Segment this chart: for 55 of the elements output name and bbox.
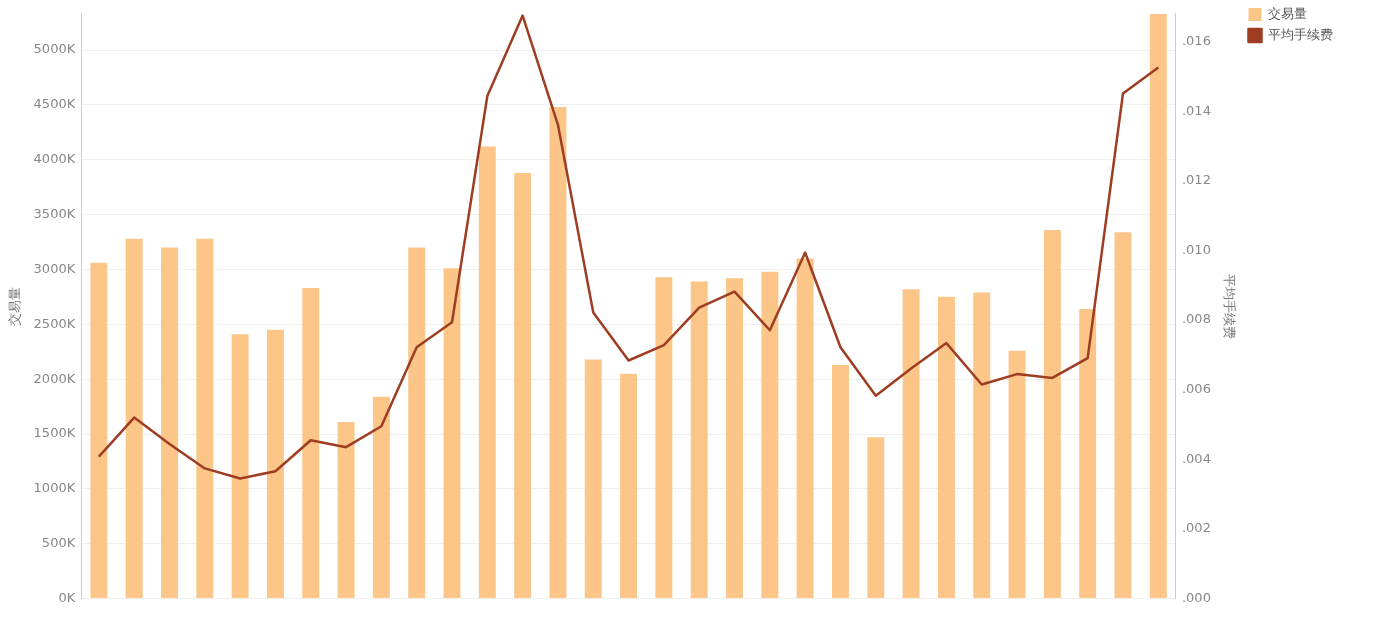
y-tick-label: 4500K	[33, 96, 76, 112]
y2-tick-label: .008	[1181, 311, 1211, 327]
bar	[443, 268, 461, 599]
y2-tick-label: .014	[1181, 102, 1211, 118]
bar	[761, 271, 779, 599]
bar	[231, 334, 249, 599]
y2-axis-title: 平均手续费	[1222, 273, 1238, 339]
bar	[620, 373, 638, 599]
bar	[867, 437, 885, 599]
bar	[196, 238, 214, 599]
bar	[372, 396, 390, 599]
y2-tick-label: .010	[1181, 241, 1211, 257]
bar	[1043, 229, 1061, 599]
y-tick-label: 500K	[41, 535, 76, 551]
bar	[796, 258, 814, 599]
bar	[161, 247, 178, 599]
bar	[937, 296, 955, 599]
legend-label: 交易量	[1268, 5, 1307, 21]
bar	[1149, 13, 1167, 599]
bar	[549, 107, 567, 599]
bar	[1079, 308, 1097, 599]
bar	[831, 364, 849, 599]
y-axis-title: 交易量	[7, 286, 23, 326]
bar	[408, 247, 426, 599]
y2-tick-label: .000	[1181, 589, 1211, 605]
y-tick-label: 1000K	[33, 480, 76, 496]
y2-tick-label: .016	[1181, 33, 1211, 49]
y-tick-label: 3500K	[33, 205, 76, 221]
bar	[125, 238, 143, 599]
bar	[266, 329, 284, 599]
legend-label: 平均手续费	[1268, 26, 1333, 42]
y-tick-label: 1500K	[33, 425, 76, 441]
bar	[584, 359, 602, 599]
y-tick-label: 3000K	[33, 260, 76, 276]
y2-tick-label: .004	[1181, 450, 1211, 466]
y-tick-label: 2000K	[33, 370, 76, 386]
y-tick-label: 5000K	[33, 41, 76, 57]
y-tick-label: 2500K	[33, 315, 76, 331]
bar	[726, 278, 743, 599]
bar	[478, 146, 496, 599]
y-tick-label: 4000K	[33, 151, 76, 167]
y-tick-label: 0K	[58, 589, 76, 605]
bar	[337, 421, 355, 599]
bar	[1114, 232, 1132, 599]
bar	[514, 172, 532, 599]
bar	[1008, 350, 1026, 599]
y2-tick-label: .002	[1181, 520, 1211, 536]
y2-tick-label: .012	[1181, 172, 1211, 188]
y2-tick-label: .006	[1181, 381, 1211, 397]
bar	[973, 292, 991, 599]
bar	[302, 288, 320, 599]
bar	[902, 289, 920, 599]
bar	[90, 262, 108, 599]
bar	[690, 281, 708, 599]
bar	[655, 277, 673, 599]
